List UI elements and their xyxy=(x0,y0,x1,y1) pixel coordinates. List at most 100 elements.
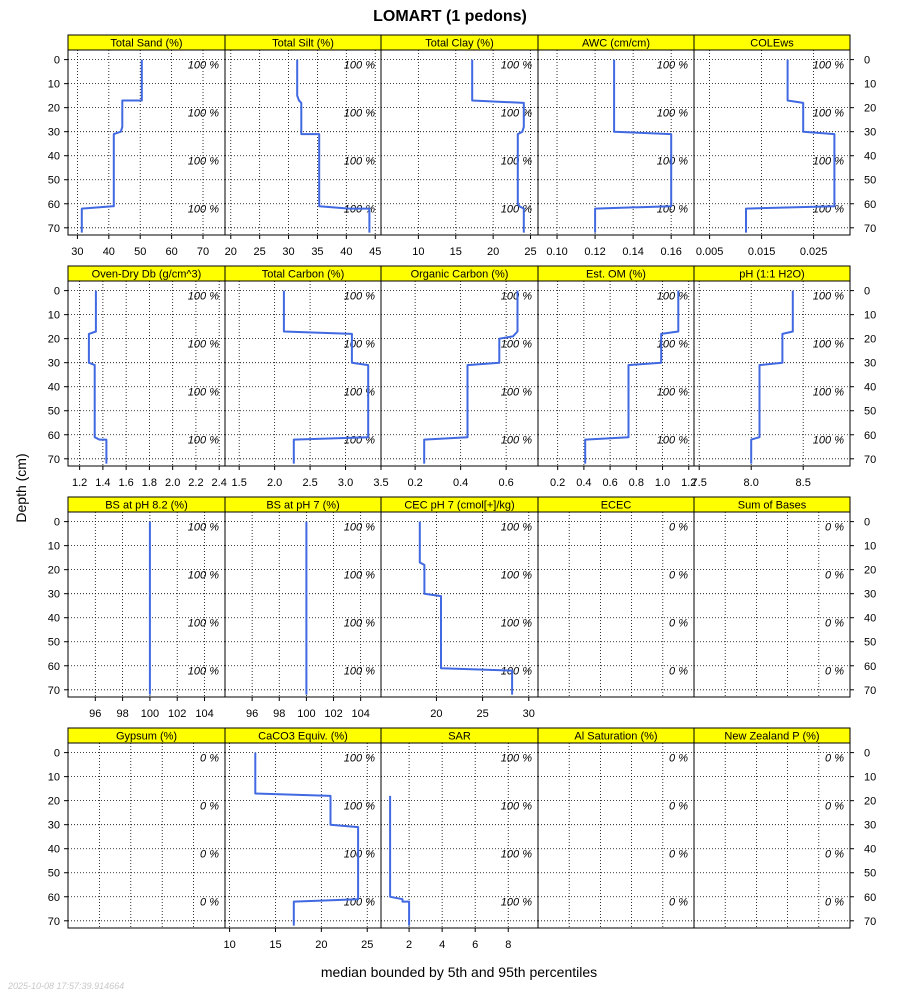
median-profile-line xyxy=(750,290,794,464)
percent-label: 100 % xyxy=(813,338,844,350)
percent-label: 100 % xyxy=(501,618,532,630)
y-tick-label-right: 0 xyxy=(864,517,870,529)
percent-label: 100 % xyxy=(501,897,532,909)
x-tick-label: 30 xyxy=(523,708,535,720)
percent-label: 100 % xyxy=(188,521,219,533)
median-profile-line xyxy=(745,59,836,233)
percent-label: 100 % xyxy=(188,387,219,399)
percent-label: 100 % xyxy=(501,338,532,350)
panel-title: Est. OM (%) xyxy=(586,269,646,281)
x-tick-label: 1.2 xyxy=(681,477,696,489)
percent-label: 0 % xyxy=(825,752,844,764)
panel-title: CaCO3 Equiv. (%) xyxy=(258,731,348,743)
percent-label: 100 % xyxy=(657,435,688,447)
y-tick-label-right: 10 xyxy=(864,79,876,91)
y-tick-label-right: 20 xyxy=(864,796,876,808)
median-profile-line xyxy=(584,290,680,464)
x-tick-label: 20 xyxy=(315,939,327,951)
x-tick-label: 98 xyxy=(116,708,128,720)
percent-label: 100 % xyxy=(188,666,219,678)
percent-label: 0 % xyxy=(669,521,688,533)
x-tick-label: 0.16 xyxy=(660,246,681,258)
percent-label: 100 % xyxy=(188,204,219,216)
percent-label: 100 % xyxy=(344,666,375,678)
x-tick-label: 30 xyxy=(71,246,83,258)
y-tick-label-left: 10 xyxy=(48,541,60,553)
y-tick-label-right: 60 xyxy=(864,199,876,211)
y-tick-label-left: 0 xyxy=(54,517,60,529)
panel-title: Sum of Bases xyxy=(738,500,807,512)
percent-label: 0 % xyxy=(825,666,844,678)
percent-label: 0 % xyxy=(200,849,219,861)
median-profile-line xyxy=(389,795,411,926)
x-tick-label: 96 xyxy=(89,708,101,720)
panel: BS at pH 7 (%) 96 98 100 102 104 100 % 100 % 100… xyxy=(224,496,382,720)
percent-label: 0 % xyxy=(825,800,844,812)
panel-title: BS at pH 8.2 (%) xyxy=(105,500,188,512)
panel-frame xyxy=(693,49,851,236)
panel: New Zealand P (%) 0 % 0 % 0 % 0 % xyxy=(693,727,851,929)
y-tick-label-right: 0 xyxy=(864,748,870,760)
x-tick-label: 0.6 xyxy=(602,477,617,489)
y-tick-label-left: 20 xyxy=(48,796,60,808)
y-axis-label: Depth (cm) xyxy=(13,453,29,522)
percent-label: 0 % xyxy=(669,800,688,812)
x-tick-label: 25 xyxy=(476,708,488,720)
x-tick-label: 10 xyxy=(223,939,235,951)
percent-label: 100 % xyxy=(344,618,375,630)
percent-label: 100 % xyxy=(344,107,375,119)
x-tick-label: 8.0 xyxy=(744,477,759,489)
y-tick-label-left: 70 xyxy=(48,454,60,466)
y-tick-label-left: 30 xyxy=(48,820,60,832)
percent-label: 100 % xyxy=(501,156,532,168)
panel-title: Total Silt (%) xyxy=(272,38,334,50)
percent-label: 0 % xyxy=(825,618,844,630)
y-tick-label-left: 10 xyxy=(48,310,60,322)
y-tick-label-right: 40 xyxy=(864,151,876,163)
panel: Gypsum (%) 0 % 0 % 0 % 0 % xyxy=(67,727,226,929)
percent-label: 100 % xyxy=(657,387,688,399)
x-tick-label: 4 xyxy=(439,939,445,951)
x-tick-label: 10 xyxy=(412,246,424,258)
y-tick-label-right: 60 xyxy=(864,892,876,904)
x-tick-label: 3.5 xyxy=(373,477,388,489)
percent-label: 100 % xyxy=(501,435,532,447)
median-profile-line xyxy=(80,59,143,233)
panel-title: Al Saturation (%) xyxy=(574,731,657,743)
percent-label: 100 % xyxy=(188,618,219,630)
figure-title: LOMART (1 pedons) xyxy=(373,8,527,25)
y-tick-label-left: 0 xyxy=(54,55,60,67)
percent-label: 100 % xyxy=(344,338,375,350)
percent-label: 100 % xyxy=(813,59,844,71)
panel: CaCO3 Equiv. (%) 10 15 20 25 100 % 100 % 100 % 1… xyxy=(223,727,382,951)
y-tick-label-right: 70 xyxy=(864,454,876,466)
percent-label: 100 % xyxy=(344,387,375,399)
percent-label: 100 % xyxy=(188,338,219,350)
y-tick-label-left: 0 xyxy=(54,748,60,760)
y-tick-label-right: 50 xyxy=(864,637,876,649)
percent-label: 0 % xyxy=(825,897,844,909)
y-tick-label-left: 20 xyxy=(48,565,60,577)
percent-label: 100 % xyxy=(188,59,219,71)
x-tick-label: 20 xyxy=(225,246,237,258)
percent-label: 0 % xyxy=(825,849,844,861)
percent-label: 0 % xyxy=(825,569,844,581)
x-tick-label: 50 xyxy=(134,246,146,258)
x-tick-label: 25 xyxy=(524,246,536,258)
y-tick-label-left: 70 xyxy=(48,685,60,697)
y-tick-label-right: 30 xyxy=(864,358,876,370)
x-tick-label: 0.8 xyxy=(629,477,644,489)
percent-label: 0 % xyxy=(825,521,844,533)
panel: Total Carbon (%) 1.5 2.0 2.5 3.0 3.5 100 % 100 … xyxy=(224,265,389,489)
x-tick-label: 6 xyxy=(472,939,478,951)
percent-label: 100 % xyxy=(813,107,844,119)
y-tick-label-left: 60 xyxy=(48,430,60,442)
x-tick-label: 8 xyxy=(505,939,511,951)
y-tick-label-right: 0 xyxy=(864,286,870,298)
percent-label: 100 % xyxy=(657,204,688,216)
panel-frame xyxy=(693,511,851,698)
timestamp: 2025-10-08 17:57:39.914664 xyxy=(7,981,124,991)
x-tick-label: 0.4 xyxy=(576,477,591,489)
percent-label: 100 % xyxy=(501,569,532,581)
